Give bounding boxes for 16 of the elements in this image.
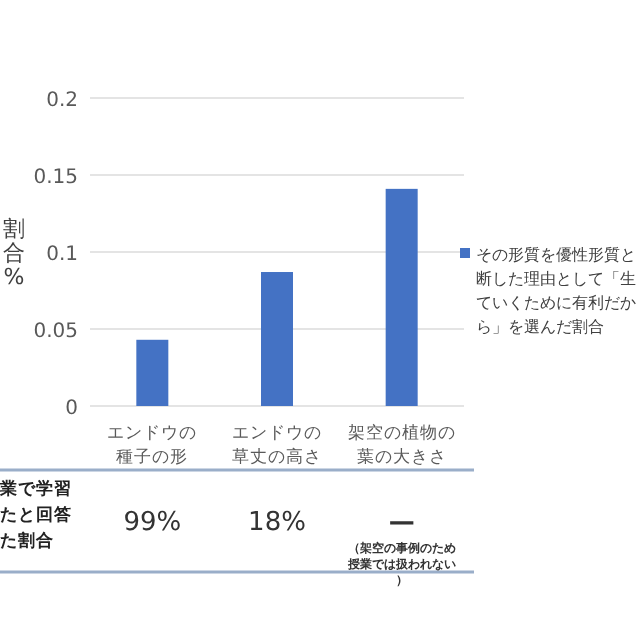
y-tick-label: 0.1: [46, 244, 78, 266]
y-tick-label: 0: [65, 398, 78, 420]
y-axis-title: 割合%: [3, 216, 25, 290]
text: 業で学習たと回答た割合: [0, 478, 72, 552]
x-tick-label: エンドウの種子の形: [107, 424, 198, 468]
x-tick-label: 架空の植物の葉の大きさ: [347, 422, 456, 468]
x-tick-label: エンドウの草丈の高さ: [232, 424, 322, 468]
text: 18%: [248, 508, 306, 538]
text: 99%: [123, 508, 182, 538]
y-tick-label: 0.05: [33, 321, 78, 343]
bar: [136, 339, 169, 406]
y-tick-label: 0.2: [46, 90, 78, 112]
bar: [261, 272, 293, 406]
text: —: [388, 508, 415, 538]
y-tick-label: 0.15: [33, 167, 78, 189]
bar: [385, 188, 418, 406]
